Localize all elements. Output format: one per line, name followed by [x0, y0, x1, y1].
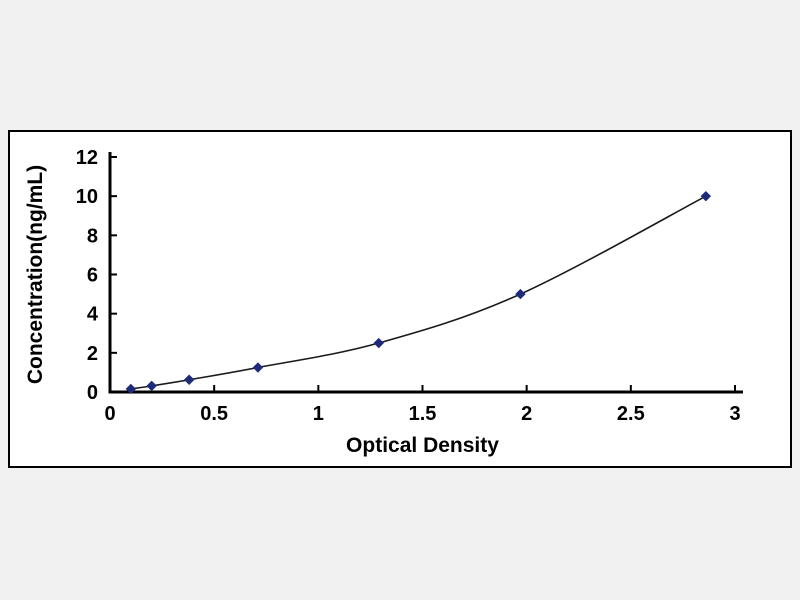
- y-tick-label: 0: [87, 382, 98, 404]
- data-point-marker: [700, 190, 712, 202]
- standard-curve-figure: 0 0.5 1 1.5 2 2.5 3 0 2 4 6 8 10 12 Optical Density Con…: [8, 130, 792, 468]
- x-tick-label: 3: [729, 403, 740, 425]
- y-tick-label: 2: [87, 343, 98, 365]
- y-tick-label: 4: [87, 304, 99, 326]
- data-point-marker: [515, 288, 526, 300]
- x-tick-label: 0.5: [200, 403, 228, 425]
- x-tick-label: 1: [313, 403, 324, 425]
- standard-curve-line: [130, 195, 707, 390]
- y-tick-label: 12: [76, 147, 98, 169]
- x-axis-label: Optical Density: [346, 434, 499, 457]
- x-tick-label: 2: [521, 403, 532, 425]
- x-tick-label: 1.5: [409, 403, 437, 425]
- standard-curve-plot: 0 0.5 1 1.5 2 2.5 3 0 2 4 6 8 10 12 Optical Density Con…: [24, 147, 743, 457]
- data-point-marker: [183, 374, 195, 385]
- data-point-marker: [373, 337, 384, 349]
- y-tick-label: 10: [76, 186, 98, 208]
- data-point-marker: [252, 362, 264, 373]
- y-tick-label: 6: [87, 265, 98, 287]
- data-point-marker: [125, 383, 137, 395]
- x-tick-label: 2.5: [617, 403, 645, 425]
- x-tick-label: 0: [104, 403, 115, 425]
- y-tick-label: 8: [87, 225, 98, 247]
- data-point-marker: [146, 380, 157, 392]
- y-axis-label: Concentration(ng/mL): [24, 165, 47, 384]
